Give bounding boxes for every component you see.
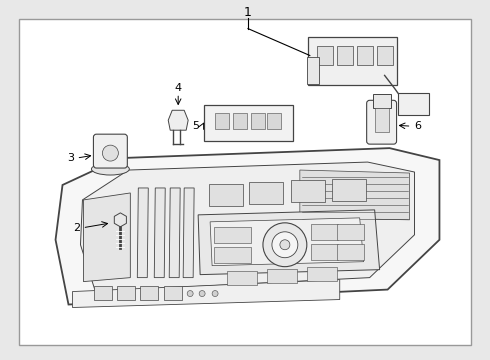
Circle shape: [187, 291, 193, 297]
Circle shape: [272, 232, 298, 258]
Text: 2: 2: [73, 223, 80, 233]
FancyBboxPatch shape: [375, 108, 389, 132]
FancyBboxPatch shape: [227, 271, 257, 285]
Text: 3: 3: [67, 153, 74, 163]
Polygon shape: [169, 188, 180, 278]
FancyBboxPatch shape: [291, 180, 325, 202]
FancyBboxPatch shape: [372, 94, 391, 108]
FancyBboxPatch shape: [317, 45, 333, 66]
FancyBboxPatch shape: [337, 244, 364, 260]
Polygon shape: [80, 162, 415, 292]
FancyBboxPatch shape: [214, 247, 251, 263]
FancyBboxPatch shape: [233, 113, 247, 129]
Polygon shape: [154, 188, 165, 278]
FancyBboxPatch shape: [308, 37, 396, 85]
FancyBboxPatch shape: [337, 224, 364, 240]
Polygon shape: [137, 188, 148, 278]
Circle shape: [102, 145, 119, 161]
Circle shape: [212, 291, 218, 297]
FancyBboxPatch shape: [377, 45, 392, 66]
FancyBboxPatch shape: [209, 184, 243, 206]
FancyBboxPatch shape: [337, 45, 353, 66]
Polygon shape: [210, 218, 364, 266]
FancyBboxPatch shape: [332, 179, 366, 201]
FancyBboxPatch shape: [267, 269, 297, 283]
Circle shape: [263, 223, 307, 267]
FancyBboxPatch shape: [94, 134, 127, 168]
Polygon shape: [183, 188, 194, 278]
Circle shape: [280, 240, 290, 250]
Polygon shape: [168, 110, 188, 130]
FancyBboxPatch shape: [140, 285, 158, 300]
Text: 5: 5: [193, 121, 199, 131]
Text: 1: 1: [244, 6, 252, 19]
Circle shape: [199, 291, 205, 297]
FancyBboxPatch shape: [357, 45, 372, 66]
Text: 4: 4: [174, 84, 182, 93]
FancyBboxPatch shape: [367, 100, 396, 144]
FancyBboxPatch shape: [215, 113, 229, 129]
FancyBboxPatch shape: [307, 267, 337, 280]
Polygon shape: [300, 170, 410, 220]
FancyBboxPatch shape: [214, 227, 251, 243]
Polygon shape: [73, 280, 340, 307]
FancyBboxPatch shape: [251, 113, 265, 129]
Ellipse shape: [92, 163, 129, 175]
FancyBboxPatch shape: [397, 93, 429, 115]
FancyBboxPatch shape: [95, 285, 112, 300]
FancyBboxPatch shape: [249, 182, 283, 204]
Text: 6: 6: [414, 121, 421, 131]
FancyBboxPatch shape: [118, 285, 135, 300]
FancyBboxPatch shape: [307, 58, 319, 84]
Polygon shape: [83, 193, 130, 282]
FancyBboxPatch shape: [204, 105, 293, 141]
FancyBboxPatch shape: [311, 224, 338, 240]
Polygon shape: [55, 148, 440, 305]
FancyBboxPatch shape: [267, 113, 281, 129]
FancyBboxPatch shape: [164, 285, 182, 300]
Polygon shape: [198, 210, 380, 275]
FancyBboxPatch shape: [311, 244, 338, 260]
